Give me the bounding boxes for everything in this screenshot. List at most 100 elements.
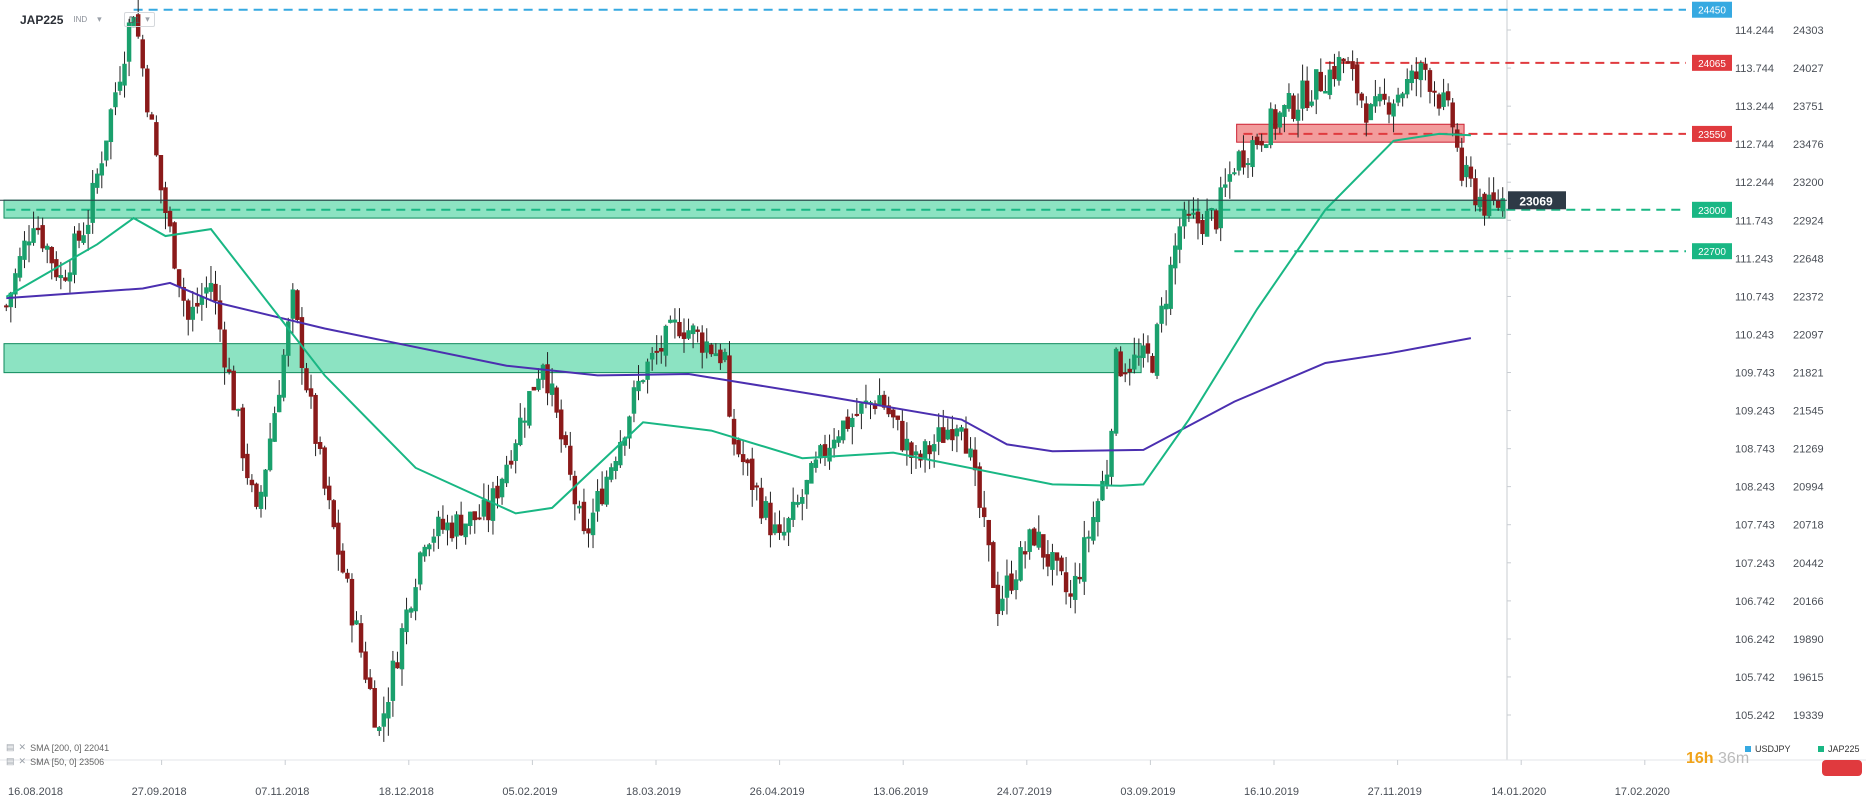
candle: [85, 224, 91, 234]
candle: [854, 413, 860, 416]
candle: [649, 352, 655, 360]
y-secondary-tick-label: 106.242: [1735, 634, 1775, 646]
candle: [1273, 109, 1278, 129]
y-tick-label: 23476: [1793, 139, 1824, 151]
timeframe-dropdown-icon[interactable]: ▾: [145, 14, 150, 24]
candle: [81, 235, 86, 243]
candle: [495, 485, 500, 499]
y-tick-label: 24027: [1793, 63, 1824, 75]
timeframe-selector[interactable]: D1 ▾: [123, 12, 155, 27]
candle: [1132, 354, 1137, 370]
candle: [900, 420, 905, 451]
settings-icon[interactable]: ▤: [6, 756, 15, 766]
candle: [1286, 93, 1292, 109]
candle: [681, 332, 687, 339]
candle: [1145, 343, 1151, 354]
candle: [17, 256, 23, 278]
candle: [154, 122, 159, 156]
candle: [1364, 103, 1369, 123]
candle: [1154, 324, 1160, 376]
candle: [654, 350, 659, 353]
candle: [695, 329, 700, 332]
candle: [554, 387, 559, 413]
level-tag-label: 22700: [1698, 247, 1726, 258]
candle: [499, 478, 505, 498]
candle: [909, 442, 914, 458]
candle: [1386, 102, 1392, 115]
y-secondary-tick-label: 109.743: [1735, 368, 1775, 380]
candle: [604, 476, 609, 505]
candle: [613, 460, 618, 471]
y-tick-label: 23751: [1793, 101, 1824, 113]
candle: [122, 63, 127, 86]
candle: [1345, 61, 1351, 64]
candle: [281, 354, 286, 398]
x-tick-label: 13.06.2019: [873, 786, 928, 798]
candle: [22, 240, 27, 260]
y-secondary-tick-label: 113.744: [1735, 63, 1774, 75]
candle: [699, 332, 705, 353]
symbol-dropdown-icon[interactable]: ▾: [97, 14, 102, 24]
legend-label: JAP225: [1828, 744, 1860, 754]
candle: [1318, 71, 1324, 92]
candle: [827, 447, 832, 462]
level-tag: [1692, 243, 1732, 260]
timeframe-label: D1: [128, 14, 141, 25]
candle: [35, 227, 41, 231]
legend-label: USDJPY: [1755, 744, 1791, 754]
candle: [290, 289, 296, 319]
close-icon[interactable]: ✕: [18, 756, 27, 766]
sell-button[interactable]: [1822, 760, 1862, 776]
y-tick-label: 19339: [1793, 710, 1824, 722]
candle: [236, 408, 241, 411]
candle: [668, 319, 673, 323]
legend-usdjpy[interactable]: USDJPY: [1745, 744, 1791, 754]
candle: [595, 490, 600, 512]
x-tick-label: 07.11.2018: [255, 786, 309, 798]
candle: [486, 500, 491, 521]
candle: [1100, 480, 1105, 501]
y-tick-label: 20442: [1793, 558, 1824, 570]
y-tick-label: 20994: [1793, 482, 1824, 494]
candle: [176, 269, 182, 287]
candle: [1191, 212, 1196, 215]
candle: [1473, 178, 1478, 206]
candle: [276, 394, 282, 413]
settings-icon[interactable]: ▤: [6, 742, 15, 752]
level-tag-label: 23550: [1698, 130, 1726, 141]
candle: [786, 518, 791, 533]
candle: [190, 306, 195, 320]
candle: [1118, 351, 1123, 377]
candle: [1423, 63, 1428, 70]
timer-hours: 16h: [1686, 750, 1714, 767]
indicator-sma200[interactable]: ▤ ✕ SMA [200, 0] 22041: [6, 742, 109, 753]
candle: [736, 439, 741, 455]
candle: [358, 623, 364, 653]
candle: [336, 522, 341, 555]
y-secondary-tick-label: 111.243: [1735, 253, 1773, 265]
candle: [640, 380, 646, 383]
candle: [72, 233, 77, 275]
close-icon[interactable]: ✕: [18, 742, 27, 752]
candle: [1486, 194, 1492, 217]
candle: [1027, 529, 1032, 552]
candle: [213, 283, 218, 301]
candle: [436, 516, 441, 537]
candle: [313, 394, 318, 444]
candle: [1418, 62, 1424, 81]
y-tick-label: 22097: [1793, 329, 1824, 341]
candle: [1495, 199, 1501, 208]
legend-jap225[interactable]: JAP225: [1818, 744, 1860, 754]
candle: [1086, 536, 1092, 539]
candle: [545, 364, 550, 394]
candle: [663, 325, 669, 356]
y-tick-label: 22648: [1793, 253, 1824, 265]
indicator-sma50[interactable]: ▤ ✕ SMA [50, 0] 23506: [6, 756, 104, 767]
y-secondary-tick-label: 112.244: [1735, 177, 1774, 189]
candle: [263, 469, 268, 497]
candle: [172, 222, 177, 269]
symbol-label[interactable]: JAP225: [20, 12, 64, 27]
candle: [1136, 355, 1142, 358]
candle: [1491, 192, 1496, 201]
